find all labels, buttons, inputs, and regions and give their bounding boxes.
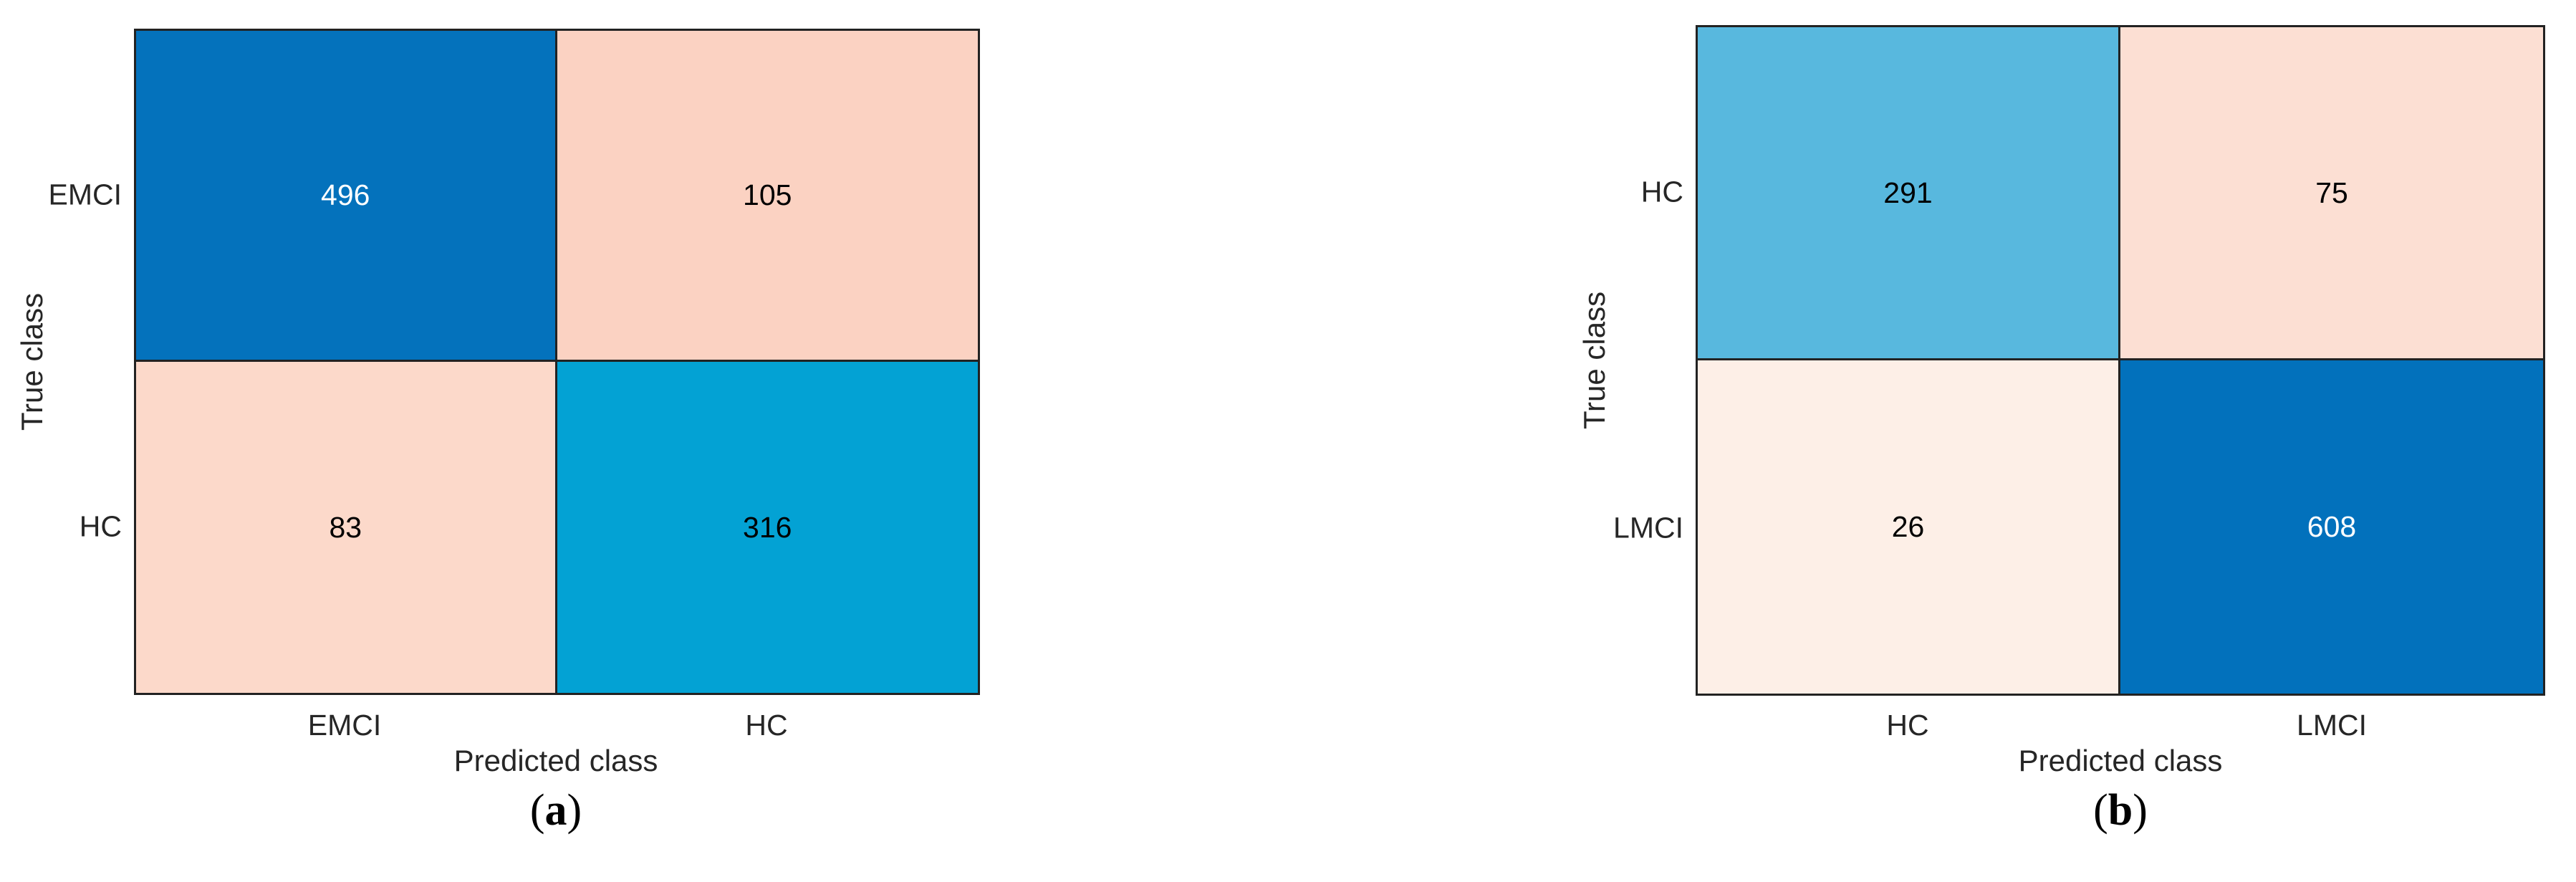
panel-a-cell-r1c0: 83: [136, 362, 557, 693]
panel-a-caption: (a): [530, 785, 582, 836]
panel-b-xlabel: Predicted class: [2018, 744, 2223, 777]
panel-b-cell-r1c0: 26: [1698, 360, 2120, 694]
panel-a-xlabel: Predicted class: [453, 744, 658, 777]
panel-b-confusion-matrix: 291 75 26 608: [1696, 25, 2545, 696]
panel-a-cell-r0c1: 105: [557, 31, 978, 362]
panel-a-col-label-emci: EMCI: [307, 709, 382, 742]
panel-b-col-label-lmci: LMCI: [2297, 709, 2367, 742]
panel-a-cell-r1c1: 316: [557, 362, 978, 693]
panel-b-ylabel: True class: [1577, 291, 1611, 430]
panel-a-caption-open: (: [529, 786, 545, 835]
panel-a-row-label-hc: HC: [79, 509, 122, 543]
panel-b-caption-close: ): [2133, 786, 2148, 835]
panel-a-col-label-hc: HC: [745, 709, 788, 742]
panel-b-cell-r1c1: 608: [2120, 360, 2543, 694]
panel-a-row-label-emci: EMCI: [48, 178, 122, 211]
panel-a-caption-close: ): [567, 786, 582, 835]
panel-b-caption-letter: b: [2108, 786, 2133, 835]
panel-b-caption: (b): [2093, 785, 2148, 836]
panel-b-caption-open: (: [2093, 786, 2108, 835]
panel-b-row-label-lmci: LMCI: [1613, 511, 1683, 545]
panel-a-caption-letter: a: [544, 786, 567, 835]
panel-a-confusion-matrix: 496 105 83 316: [134, 29, 980, 695]
panel-b-col-label-hc: HC: [1886, 709, 1929, 742]
panel-a-ylabel: True class: [15, 292, 49, 431]
panel-b-cell-r0c1: 75: [2120, 27, 2543, 360]
panel-a-cell-r0c0: 496: [136, 31, 557, 362]
panel-b-row-label-hc: HC: [1640, 175, 1683, 208]
panel-b-cell-r0c0: 291: [1698, 27, 2120, 360]
